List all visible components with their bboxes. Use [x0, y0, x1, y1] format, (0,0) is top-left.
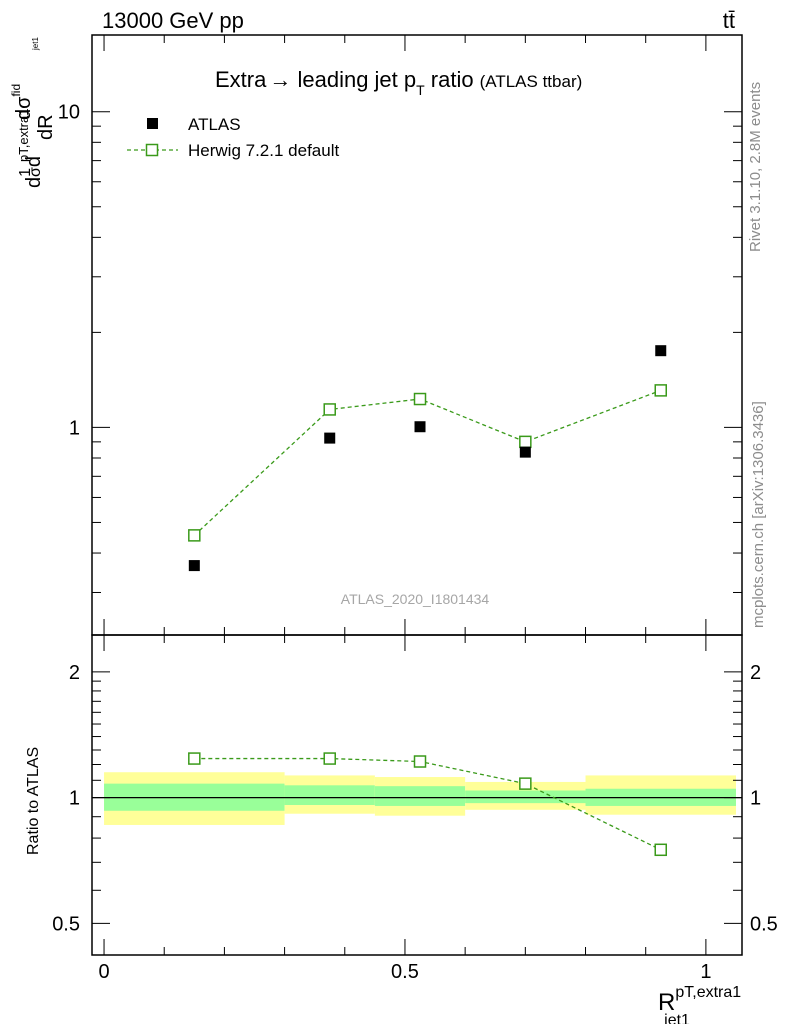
herwig-line: [193, 389, 661, 536]
svg-text:pT,extra1: pT,extra1: [16, 109, 31, 162]
stat-uncertainty-band: [374, 786, 466, 806]
ratio-y-tick-label-right: 2: [750, 662, 761, 684]
ratio-herwig-point: [413, 755, 427, 768]
ratio-y-tick-label: 2: [69, 662, 80, 684]
ratio-y-tick-label-right: 0.5: [750, 913, 778, 935]
axis-ticks: [92, 35, 742, 955]
y-tick-label: 10: [58, 102, 80, 124]
ratio-herwig-point: [323, 752, 336, 765]
svg-text:jet1: jet1: [31, 37, 40, 51]
herwig-point: [188, 529, 201, 542]
atlas-point: [519, 446, 531, 458]
header-right-label: tt̄: [723, 8, 735, 33]
ratio-herwig-point: [188, 752, 201, 765]
ratio-herwig-point: [519, 777, 532, 790]
legend-herwig-label: Herwig 7.2.1 default: [188, 141, 339, 160]
legend: ATLAS Herwig 7.2.1 default: [127, 115, 339, 160]
herwig-point: [323, 403, 336, 416]
legend-herwig-marker: [145, 143, 159, 157]
chart-title: Extra → leading jet pT ratio (ATLAS ttbar): [215, 67, 582, 98]
x-tick-label: 0: [98, 961, 109, 983]
x-axis-label: RpT,extra1 jet1: [658, 984, 741, 1024]
ratio-series-herwig: [188, 752, 667, 857]
ratio-uncertainty-bands: [104, 772, 736, 825]
herwig-point: [654, 384, 667, 397]
legend-atlas-marker: [147, 118, 158, 129]
x-tick-label: 0.5: [391, 961, 419, 983]
atlas-point: [324, 432, 336, 444]
stat-uncertainty-band: [284, 785, 375, 806]
herwig-point: [519, 435, 532, 449]
plot-frames: [91, 34, 743, 956]
svg-text:d1σd: d1σd: [17, 156, 45, 188]
ratio-y-tick-label: 1: [69, 788, 80, 810]
ratio-y-axis-label: Ratio to ATLAS: [25, 747, 42, 855]
stat-uncertainty-band: [465, 790, 586, 804]
atlas-point: [188, 560, 200, 572]
rivet-version-label: Rivet 3.1.10, 2.8M events: [747, 82, 764, 252]
legend-atlas-label: ATLAS: [188, 115, 241, 134]
ratio-y-tick-label-right: 1: [750, 788, 761, 810]
x-tick-label: 1: [700, 961, 711, 983]
analysis-watermark: ATLAS_2020_I1801434: [341, 591, 490, 607]
svg-text:dR: dR: [35, 114, 57, 140]
axis-tick-labels: 0 0.5 1 1 10 0.5 0.5 1 1 2 2: [52, 102, 778, 983]
series-atlas: [188, 345, 667, 572]
ratio-herwig-point: [654, 843, 667, 857]
atlas-point: [655, 345, 667, 357]
ratio-y-tick-label: 0.5: [52, 913, 80, 935]
source-label: mcplots.cern.ch [arXiv:1306.3436]: [750, 401, 767, 628]
series-herwig: [188, 384, 667, 542]
header-left-label: 13000 GeV pp: [102, 8, 244, 33]
atlas-point: [414, 421, 426, 433]
y-axis-label: d1σd dσfid pT,extra1 jet1 dR: [9, 37, 57, 188]
ratio-plot-frame: [91, 634, 743, 956]
svg-text:dσfid: dσfid: [9, 84, 35, 120]
y-tick-label: 1: [69, 417, 80, 439]
herwig-point: [413, 392, 427, 406]
